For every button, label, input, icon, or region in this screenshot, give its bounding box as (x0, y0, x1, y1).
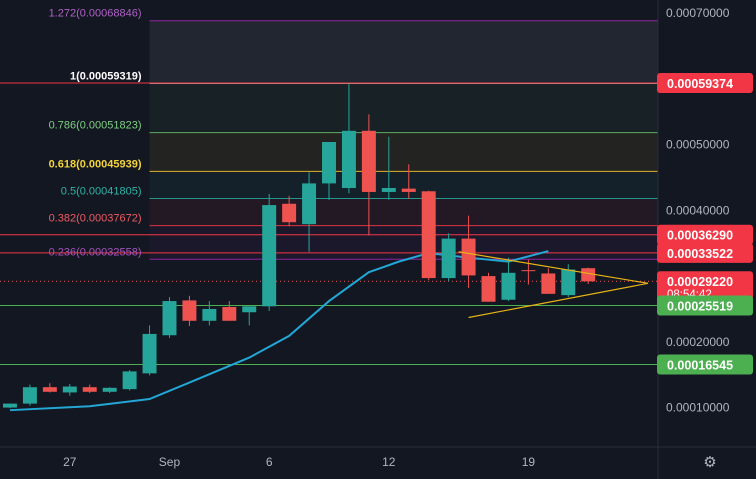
candle-body (42, 387, 57, 392)
candle-body (2, 403, 17, 408)
triangle-pattern-layer (458, 251, 649, 319)
fib-level-label: 1(0.00059319) (70, 70, 142, 82)
fib-level-label: 0.236(0.00032558) (49, 246, 142, 258)
candle-body (142, 333, 157, 374)
candle-body (162, 301, 177, 336)
candle-body (561, 269, 576, 296)
gear-icon[interactable]: ⚙ (703, 454, 717, 471)
candle-body (441, 238, 456, 279)
candle-body (22, 387, 37, 404)
candle-body (302, 183, 317, 225)
fib-zone (149, 20, 658, 84)
candle-body (242, 306, 257, 313)
price-label-box (657, 242, 753, 263)
candle-body (461, 238, 476, 276)
price-label-box (657, 354, 753, 375)
price-labels-layer: 0.00059374 0.00036290 0.00033522 0.00029220… (657, 72, 753, 375)
fib-level-label: 1.272(0.00068846) (49, 8, 142, 20)
x-tick-label: Sep (159, 455, 181, 469)
price-label-text: 0.00033522 (667, 247, 733, 261)
candle-body (581, 268, 596, 282)
candle-body (222, 306, 237, 321)
price-label-text: 0.00029220 (667, 275, 733, 289)
candle-body (282, 203, 297, 223)
fib-level-label: 0.786(0.00051823) (49, 120, 142, 132)
price-label-text: 0.00016545 (667, 359, 733, 373)
y-tick-label: 0.00020000 (666, 335, 730, 349)
triangle-pattern-line (468, 282, 649, 319)
candle-body (322, 141, 336, 184)
price-label-text: 0.00059374 (667, 77, 733, 91)
candles-layer (2, 84, 596, 409)
candle-body (182, 300, 197, 321)
x-tick-label: 6 (266, 455, 273, 469)
y-tick-label: 0.00070000 (666, 6, 730, 20)
fib-zone-layer (149, 20, 658, 260)
candle-body (541, 273, 556, 294)
candle-body (421, 191, 436, 279)
x-tick-label: 27 (63, 455, 77, 469)
y-tick-label: 0.00040000 (666, 203, 730, 217)
candle-body (102, 387, 117, 392)
x-tick-label: 19 (522, 455, 536, 469)
candle-body (62, 386, 77, 393)
candle-body (262, 205, 277, 307)
price-label-box (657, 271, 753, 302)
candle-body (381, 188, 396, 192)
y-tick-label: 0.00050000 (666, 138, 730, 152)
fib-zone (149, 198, 658, 226)
candle-body (521, 270, 536, 272)
fib-level-label: 0.5(0.00041805) (61, 185, 142, 197)
candle-body (202, 308, 217, 321)
x-tick-label: 12 (382, 455, 396, 469)
candle-body (481, 276, 496, 302)
price-label-text: 0.00036290 (667, 229, 733, 243)
price-label-box (657, 295, 753, 316)
price-label-box (657, 72, 753, 93)
fib-labels-layer: 1.272(0.00068846) 1(0.00059319) 0.786(0.00… (49, 8, 142, 259)
candle-body (122, 371, 137, 390)
candle-body (501, 272, 516, 300)
fib-level-label: 0.618(0.00045939) (49, 158, 142, 170)
candle-body (82, 387, 97, 392)
price-label-box (657, 224, 753, 245)
triangle-pattern-line (458, 251, 649, 284)
fib-zone (149, 83, 658, 133)
price-label-text: 0.00025519 (667, 300, 733, 314)
fib-zone (149, 225, 658, 260)
candle-body (341, 130, 356, 189)
candle-body (361, 130, 376, 192)
candle-body (401, 188, 416, 192)
y-tick-label: 0.00010000 (666, 401, 730, 415)
fib-zone (149, 171, 658, 199)
fib-level-label: 0.382(0.00037672) (49, 213, 142, 225)
fib-zone (149, 132, 658, 172)
